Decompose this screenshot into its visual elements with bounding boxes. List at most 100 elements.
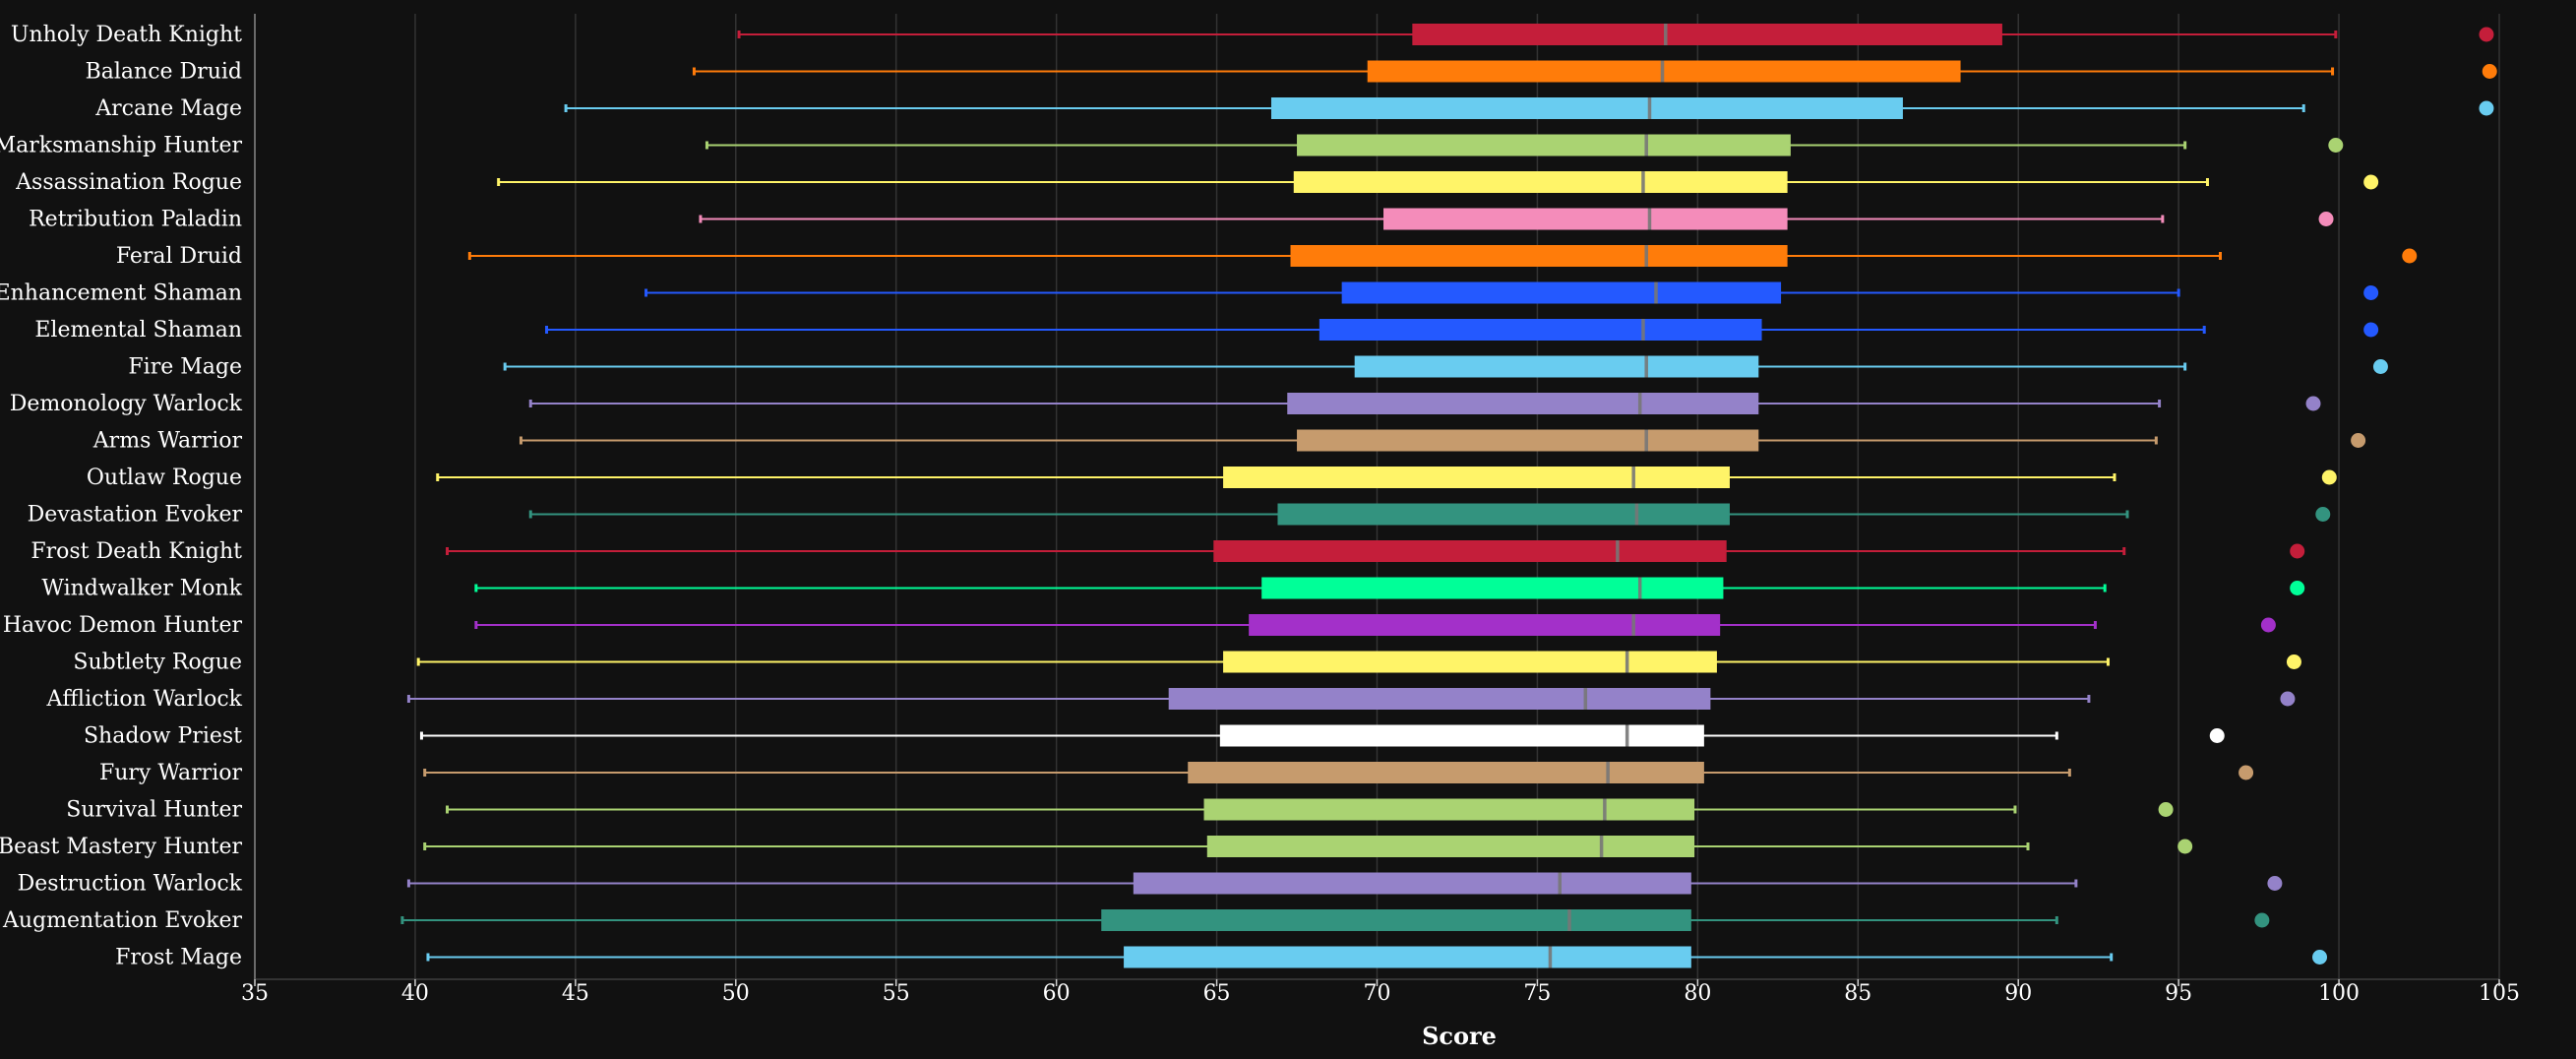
- x-tick-label: 80: [1684, 981, 1711, 1006]
- iqr-box: [1297, 429, 1759, 452]
- outlier-point: [2290, 581, 2305, 595]
- category-label: Elemental Shaman: [34, 318, 242, 343]
- iqr-box: [1124, 946, 1691, 968]
- x-tick-label: 35: [241, 981, 269, 1006]
- iqr-box: [1188, 762, 1704, 783]
- iqr-box: [1168, 688, 1711, 710]
- box-row: [419, 724, 2225, 747]
- outlier-point: [2363, 174, 2379, 190]
- outlier-point: [2305, 396, 2321, 411]
- category-label: Augmentation Evoker: [2, 908, 243, 933]
- x-axis-title: Score: [1422, 1022, 1497, 1050]
- category-label: Survival Hunter: [66, 798, 242, 823]
- box-series: [400, 24, 2497, 968]
- outlier-point: [2328, 138, 2344, 153]
- iqr-box: [1293, 171, 1788, 193]
- box-row: [426, 946, 2328, 968]
- outlier-point: [2290, 543, 2305, 559]
- outlier-point: [2254, 912, 2270, 928]
- iqr-box: [1223, 467, 1730, 488]
- outlier-point: [2260, 617, 2276, 633]
- box-row: [497, 171, 2379, 193]
- x-tick-label: 95: [2165, 981, 2192, 1006]
- category-label: Outlaw Rogue: [87, 466, 242, 490]
- outlier-point: [2321, 469, 2337, 485]
- box-row: [400, 909, 2270, 931]
- box-row: [423, 836, 2193, 857]
- box-row: [528, 393, 2321, 414]
- category-label: Arms Warrior: [92, 429, 243, 454]
- outlier-point: [2482, 64, 2497, 79]
- box-row: [528, 503, 2331, 526]
- category-label: Assassination Rogue: [15, 170, 242, 195]
- outlier-point: [2402, 248, 2418, 264]
- box-row: [519, 429, 2366, 452]
- box-row: [474, 577, 2305, 599]
- iqr-box: [1261, 577, 1724, 599]
- x-tick-label: 85: [1844, 981, 1871, 1006]
- box-row: [564, 97, 2494, 119]
- box-row: [503, 355, 2388, 378]
- iqr-box: [1219, 724, 1704, 747]
- x-tick-label: 90: [2004, 981, 2032, 1006]
- category-label: Shadow Priest: [84, 724, 242, 749]
- box-row: [406, 688, 2296, 710]
- x-tick-label: 50: [722, 981, 750, 1006]
- iqr-box: [1270, 97, 1903, 119]
- iqr-box: [1383, 208, 1788, 230]
- iqr-box: [1277, 503, 1730, 526]
- category-label: Demonology Warlock: [10, 392, 243, 416]
- x-tick-label: 40: [401, 981, 429, 1006]
- category-label: Affliction Warlock: [46, 687, 243, 712]
- outlier-point: [2286, 654, 2301, 669]
- outlier-point: [2239, 765, 2254, 780]
- iqr-box: [1319, 319, 1762, 341]
- outlier-point: [2158, 802, 2174, 817]
- outlier-point: [2209, 728, 2225, 743]
- x-tick-label: 55: [883, 981, 910, 1006]
- box-row: [446, 798, 2174, 821]
- iqr-box: [1203, 798, 1695, 821]
- x-tick-label: 70: [1364, 981, 1391, 1006]
- category-label: Marksmanship Hunter: [0, 134, 242, 158]
- box-row: [692, 60, 2497, 83]
- iqr-box: [1412, 24, 2002, 45]
- outlier-point: [2351, 433, 2366, 448]
- category-label: Unholy Death Knight: [11, 23, 242, 47]
- box-row: [474, 614, 2276, 636]
- category-labels: Unholy Death Knight Balance Druid Arcane M…: [0, 23, 243, 970]
- category-label: Retribution Paladin: [29, 208, 242, 232]
- grid-lines: [414, 14, 2500, 979]
- outlier-point: [2372, 359, 2388, 374]
- iqr-box: [1249, 614, 1721, 636]
- box-row: [416, 651, 2301, 673]
- x-tick-label: 100: [2318, 981, 2360, 1006]
- box-row: [436, 467, 2337, 488]
- category-label: Feral Druid: [116, 244, 242, 269]
- iqr-box: [1354, 355, 1759, 378]
- box-row: [545, 319, 2379, 341]
- outlier-point: [2177, 839, 2193, 854]
- category-label: Havoc Demon Hunter: [3, 613, 243, 638]
- category-label: Beast Mastery Hunter: [0, 835, 242, 859]
- x-tick-label: 65: [1203, 981, 1231, 1006]
- box-row: [467, 245, 2418, 267]
- iqr-box: [1290, 245, 1788, 267]
- iqr-box: [1223, 651, 1717, 673]
- outlier-point: [2318, 212, 2334, 226]
- outlier-point: [2479, 27, 2494, 42]
- box-row: [737, 24, 2494, 45]
- outlier-point: [2280, 691, 2296, 707]
- category-label: Frost Mage: [115, 946, 242, 970]
- box-row: [423, 762, 2254, 783]
- category-label: Fire Mage: [128, 355, 242, 380]
- outlier-point: [2267, 876, 2283, 891]
- iqr-box: [1133, 872, 1691, 895]
- outlier-point: [2479, 100, 2494, 116]
- iqr-box: [1101, 909, 1691, 931]
- x-tick-label: 105: [2479, 981, 2520, 1006]
- x-axis: 35 40 45 50 55 60 65 70 75 80 85 90 95 100 105: [241, 14, 2520, 1006]
- iqr-box: [1287, 393, 1759, 414]
- x-tick-label: 45: [562, 981, 589, 1006]
